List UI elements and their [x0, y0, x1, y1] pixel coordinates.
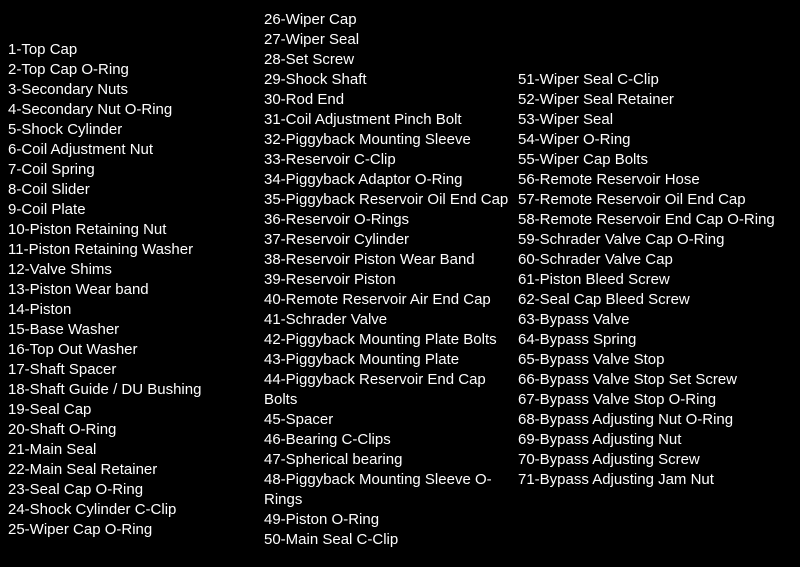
part-item: 64-Bypass Spring [518, 330, 794, 350]
part-item: 23-Seal Cap O-Ring [8, 480, 264, 500]
part-item: 8-Coil Slider [8, 180, 264, 200]
part-item: 25-Wiper Cap O-Ring [8, 520, 264, 540]
part-item: 14-Piston [8, 300, 264, 320]
part-item: 30-Rod End [264, 90, 518, 110]
part-item: 27-Wiper Seal [264, 30, 518, 50]
part-item: 26-Wiper Cap [264, 10, 518, 30]
part-item: 11-Piston Retaining Washer [8, 240, 264, 260]
part-item: 6-Coil Adjustment Nut [8, 140, 264, 160]
part-item: 52-Wiper Seal Retainer [518, 90, 794, 110]
part-item: 18-Shaft Guide / DU Bushing [8, 380, 264, 400]
part-item: 61-Piston Bleed Screw [518, 270, 794, 290]
part-item: 70-Bypass Adjusting Screw [518, 450, 794, 470]
part-item: 22-Main Seal Retainer [8, 460, 264, 480]
part-item: 17-Shaft Spacer [8, 360, 264, 380]
part-item: 66-Bypass Valve Stop Set Screw [518, 370, 794, 390]
part-item: 56-Remote Reservoir Hose [518, 170, 794, 190]
part-item: 54-Wiper O-Ring [518, 130, 794, 150]
part-item: 1-Top Cap [8, 40, 264, 60]
part-item: 59-Schrader Valve Cap O-Ring [518, 230, 794, 250]
parts-column-2: 26-Wiper Cap27-Wiper Seal28-Set Screw29-… [264, 10, 518, 557]
part-item: 45-Spacer [264, 410, 518, 430]
part-item: 58-Remote Reservoir End Cap O-Ring [518, 210, 794, 230]
part-item: 60-Schrader Valve Cap [518, 250, 794, 270]
part-item: 50-Main Seal C-Clip [264, 530, 518, 550]
part-item: 12-Valve Shims [8, 260, 264, 280]
part-item: 39-Reservoir Piston [264, 270, 518, 290]
parts-column-1: 1-Top Cap2-Top Cap O-Ring3-Secondary Nut… [8, 10, 264, 557]
part-item: 34-Piggyback Adaptor O-Ring [264, 170, 518, 190]
parts-list-container: 1-Top Cap2-Top Cap O-Ring3-Secondary Nut… [0, 0, 800, 567]
part-item: 15-Base Washer [8, 320, 264, 340]
part-item: 47-Spherical bearing [264, 450, 518, 470]
part-item: 36-Reservoir O-Rings [264, 210, 518, 230]
part-item: 71-Bypass Adjusting Jam Nut [518, 470, 794, 490]
part-item: 46-Bearing C-Clips [264, 430, 518, 450]
part-item: 40-Remote Reservoir Air End Cap [264, 290, 518, 310]
part-item: 51-Wiper Seal C-Clip [518, 70, 794, 90]
part-item: 28-Set Screw [264, 50, 518, 70]
part-item: 68-Bypass Adjusting Nut O-Ring [518, 410, 794, 430]
parts-column-3: 51-Wiper Seal C-Clip52-Wiper Seal Retain… [518, 10, 794, 557]
part-item: 21-Main Seal [8, 440, 264, 460]
part-item: 29-Shock Shaft [264, 70, 518, 90]
part-item: 49-Piston O-Ring [264, 510, 518, 530]
part-item: 2-Top Cap O-Ring [8, 60, 264, 80]
part-item: 24-Shock Cylinder C-Clip [8, 500, 264, 520]
part-item: 19-Seal Cap [8, 400, 264, 420]
part-item: 10-Piston Retaining Nut [8, 220, 264, 240]
part-item: 67-Bypass Valve Stop O-Ring [518, 390, 794, 410]
part-item: 63-Bypass Valve [518, 310, 794, 330]
part-item: 3-Secondary Nuts [8, 80, 264, 100]
part-item: 37-Reservoir Cylinder [264, 230, 518, 250]
part-item: 9-Coil Plate [8, 200, 264, 220]
part-item: 55-Wiper Cap Bolts [518, 150, 794, 170]
part-item: 48-Piggyback Mounting Sleeve O-Rings [264, 470, 518, 510]
part-item: 4-Secondary Nut O-Ring [8, 100, 264, 120]
part-item: 53-Wiper Seal [518, 110, 794, 130]
part-item: 33-Reservoir C-Clip [264, 150, 518, 170]
part-item: 42-Piggyback Mounting Plate Bolts [264, 330, 518, 350]
part-item: 35-Piggyback Reservoir Oil End Cap [264, 190, 518, 210]
part-item: 32-Piggyback Mounting Sleeve [264, 130, 518, 150]
part-item: 44-Piggyback Reservoir End Cap Bolts [264, 370, 518, 410]
part-item: 5-Shock Cylinder [8, 120, 264, 140]
part-item: 57-Remote Reservoir Oil End Cap [518, 190, 794, 210]
part-item: 16-Top Out Washer [8, 340, 264, 360]
part-item: 43-Piggyback Mounting Plate [264, 350, 518, 370]
part-item: 69-Bypass Adjusting Nut [518, 430, 794, 450]
part-item: 13-Piston Wear band [8, 280, 264, 300]
part-item: 65-Bypass Valve Stop [518, 350, 794, 370]
part-item: 38-Reservoir Piston Wear Band [264, 250, 518, 270]
part-item: 20-Shaft O-Ring [8, 420, 264, 440]
part-item: 31-Coil Adjustment Pinch Bolt [264, 110, 518, 130]
part-item: 7-Coil Spring [8, 160, 264, 180]
part-item: 41-Schrader Valve [264, 310, 518, 330]
part-item: 62-Seal Cap Bleed Screw [518, 290, 794, 310]
